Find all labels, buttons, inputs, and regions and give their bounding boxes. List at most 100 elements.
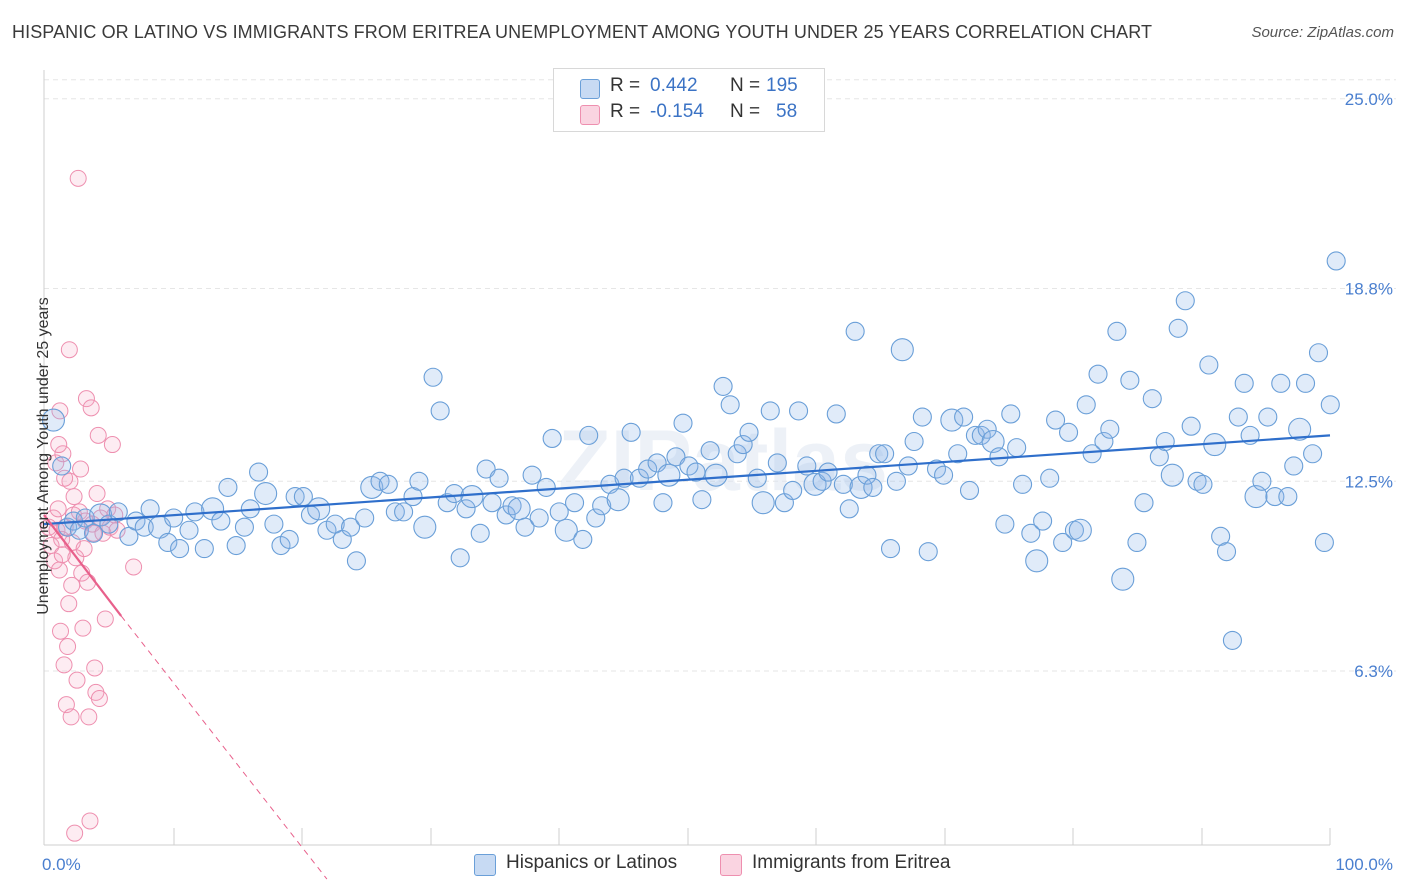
hispanic-point (444, 483, 464, 504)
legend-label-eritrea: Immigrants from Eritrea (752, 852, 951, 873)
hispanic-point (1107, 321, 1127, 341)
hispanic-point (340, 517, 361, 537)
legend-n-value: 58 (776, 101, 798, 122)
legend-n-label: N = (730, 101, 761, 122)
hispanic-point (1127, 532, 1147, 553)
watermark: ZIPatlas (558, 413, 888, 509)
hispanic-point (1216, 542, 1237, 562)
hispanic-trend-line (43, 434, 1331, 526)
hispanic-point (940, 408, 964, 432)
hispanic-point (1271, 373, 1291, 393)
hispanic-point (1013, 474, 1033, 494)
x-tick-label: 0.0% (42, 855, 81, 874)
axes (43, 70, 1331, 846)
hispanic-point (1120, 370, 1140, 390)
hispanic-point (456, 499, 476, 519)
eritrea-point (81, 812, 99, 830)
hispanic-point (1265, 487, 1285, 507)
hispanic-point (385, 502, 405, 522)
hispanic-point (1308, 343, 1329, 363)
hispanic-point (201, 497, 225, 521)
eritrea-point (90, 690, 108, 708)
legend-r-value: 0.442 (650, 75, 698, 96)
hispanic-point (1228, 407, 1248, 427)
hispanic-point (108, 502, 128, 522)
hispanic-point (1295, 373, 1316, 393)
hispanic-point (948, 444, 968, 464)
hispanic-point (673, 413, 693, 433)
eritrea-point (88, 485, 106, 503)
hispanic-point (378, 474, 398, 494)
hispanic-point (170, 539, 190, 559)
hispanic-point (1199, 355, 1219, 375)
hispanic-point (285, 487, 305, 507)
hispanic-point (1053, 532, 1073, 553)
eritrea-trend-extension (120, 615, 328, 880)
hispanic-point (1021, 523, 1041, 543)
hispanic-point (496, 505, 516, 525)
hispanic-point (360, 475, 384, 499)
hispanic-point (833, 474, 853, 494)
hispanic-point (760, 401, 780, 421)
hispanic-point (164, 508, 184, 528)
hispanic-point (83, 523, 104, 543)
hispanic-point (482, 493, 502, 513)
hispanic-point (606, 488, 630, 512)
hispanic-point (1244, 485, 1268, 509)
hispanic-point (638, 459, 658, 479)
legend-swatch-blue (580, 79, 600, 99)
hispanic-point (912, 407, 932, 427)
legend-swatch-pink (720, 854, 742, 876)
hispanic-point (1320, 395, 1340, 415)
hispanic-point (140, 499, 160, 519)
hispanic-point (657, 463, 681, 487)
legend-r-label: R = (610, 75, 641, 96)
hispanic-point (549, 502, 569, 522)
hispanic-point (720, 395, 740, 415)
hispanic-points (41, 251, 1346, 650)
hispanic-point (789, 401, 809, 421)
eritrea-trend-line (43, 514, 123, 617)
hispanic-point (995, 514, 1015, 534)
hispanic-point (564, 493, 585, 513)
legend-r-label: R = (610, 101, 641, 122)
eritrea-point (53, 546, 71, 564)
eritrea-point (60, 341, 78, 359)
hispanic-point (1252, 471, 1272, 491)
y-tick-label: 25.0% (1345, 90, 1393, 109)
hispanic-point (1076, 395, 1096, 415)
hispanic-point (355, 508, 375, 528)
legend-n-value: 195 (766, 75, 798, 96)
eritrea-point (75, 540, 93, 558)
eritrea-point (60, 595, 78, 613)
hispanic-point (826, 404, 846, 424)
hispanic-point (1222, 630, 1242, 650)
hispanic-point (579, 425, 599, 445)
hispanic-point (1181, 416, 1201, 436)
eritrea-point (65, 488, 83, 506)
hispanic-point (476, 459, 496, 479)
hispanic-point (875, 444, 895, 464)
hispanic-point (653, 493, 673, 513)
legend-swatch-blue (474, 854, 496, 876)
eritrea-point (74, 619, 92, 637)
hispanic-point (934, 465, 954, 485)
hispanic-point (254, 481, 278, 506)
legend-n-label: N = (730, 75, 761, 96)
hispanic-point (413, 515, 437, 539)
hispanic-point (1187, 471, 1207, 491)
hispanic-point (218, 477, 238, 497)
hispanic-point (767, 453, 787, 473)
hispanic-point (450, 548, 470, 568)
legend-label-hispanic: Hispanics or Latinos (506, 852, 678, 873)
hispanic-point (346, 551, 366, 571)
eritrea-point (85, 524, 103, 542)
tick-labels: 6.3% 12.5% 18.8% 25.0% 0.0% 100.0% (42, 90, 1393, 874)
hispanic-point (845, 321, 865, 341)
legend-swatch-pink (580, 105, 600, 125)
eritrea-point (50, 561, 68, 579)
correlation-legend: R = 0.442 N = 195 R = -0.154 N = 58 (553, 68, 825, 132)
hispanic-point (554, 518, 578, 542)
hispanic-point (880, 539, 901, 559)
hispanic-point (890, 338, 914, 362)
